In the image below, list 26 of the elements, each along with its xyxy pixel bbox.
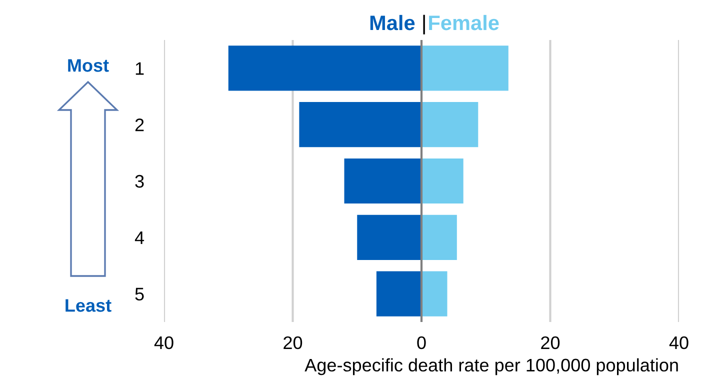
- y-tick-label: 1: [136, 62, 144, 75]
- text: Least: [66, 299, 112, 312]
- bar: [228, 46, 422, 91]
- bar: [422, 102, 478, 148]
- series-label: Male: [370, 14, 415, 30]
- y-tick-label: 3: [135, 174, 144, 188]
- x-tick-label: 20: [541, 336, 560, 350]
- bar: [344, 158, 422, 204]
- x-tick-label: 20: [284, 336, 302, 350]
- x-axis-title: Age-specific death rate per 100,000 population: [304, 358, 678, 376]
- text: |: [423, 14, 425, 34]
- y-tick-label: 4: [134, 232, 144, 244]
- bar: [422, 46, 508, 91]
- bar: [422, 158, 464, 204]
- text: Most: [68, 59, 109, 72]
- y-tick-label: 5: [135, 288, 144, 301]
- bar: [422, 271, 448, 316]
- x-tick-label: 40: [154, 336, 174, 350]
- bar: [376, 271, 422, 316]
- bar: [357, 214, 422, 260]
- series-label: Female: [429, 14, 499, 30]
- bar: [299, 102, 422, 148]
- y-tick-label: 2: [135, 118, 144, 132]
- x-tick-label: 40: [669, 336, 688, 350]
- x-tick-label: 0: [417, 336, 426, 350]
- bar: [422, 214, 457, 260]
